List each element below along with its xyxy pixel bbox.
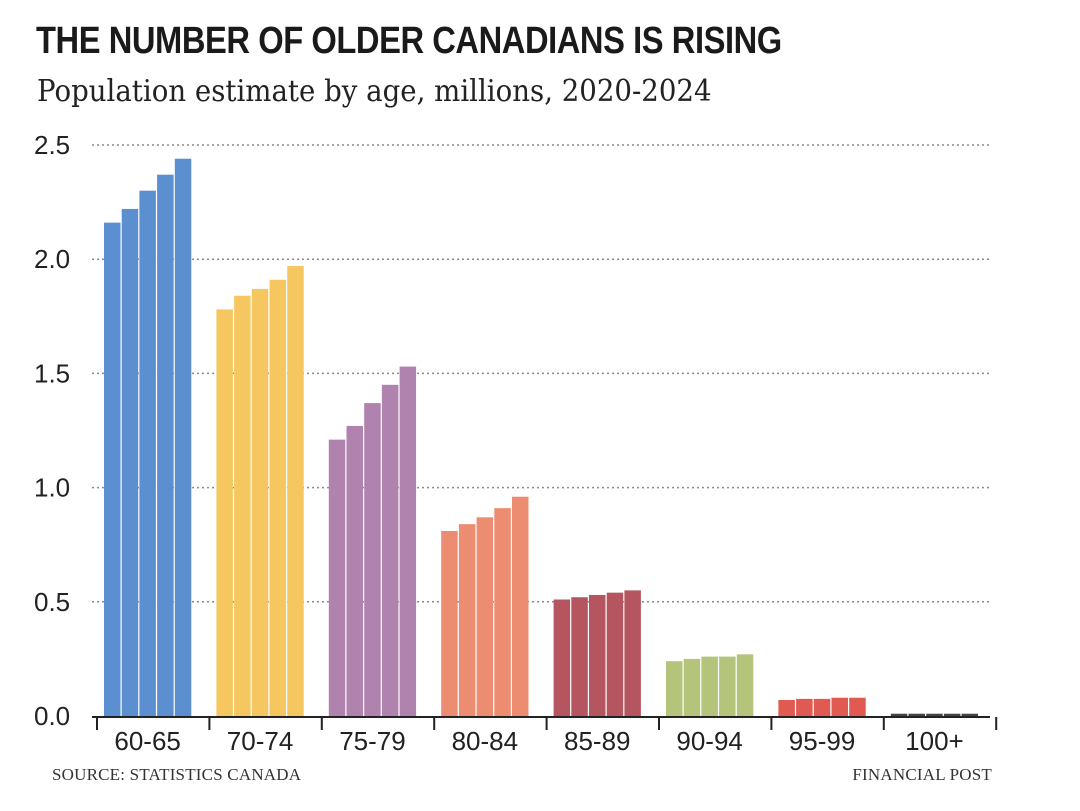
bar-group-90-94 bbox=[666, 654, 754, 716]
bar-80-84-2023 bbox=[494, 508, 511, 716]
bar-70-74-2021 bbox=[234, 295, 251, 716]
bar-100+-2021 bbox=[908, 713, 925, 716]
publisher-credit: FINANCIAL POST bbox=[852, 765, 992, 784]
bar-group-85-89 bbox=[553, 590, 641, 716]
source-note: SOURCE: STATISTICS CANADA bbox=[52, 765, 302, 784]
bar-group-60-65 bbox=[104, 158, 192, 717]
bar-95-99-2023 bbox=[831, 697, 848, 716]
bar-80-84-2021 bbox=[458, 524, 476, 716]
bar-group-70-74 bbox=[216, 266, 304, 716]
bar-85-89-2024 bbox=[624, 590, 641, 716]
x-tick-label: 100+ bbox=[905, 726, 964, 756]
bar-75-79-2021 bbox=[346, 425, 363, 716]
bar-60-65-2023 bbox=[157, 174, 174, 716]
bar-group-75-79 bbox=[328, 366, 417, 716]
x-axis: 60-65 70-74 75-79 80-84 85-89 90-94 95-99 100+ bbox=[92, 716, 998, 756]
bar-85-89-2023 bbox=[606, 592, 624, 716]
chart-title: THE NUMBER OF OLDER CANADIANS IS RISING bbox=[36, 20, 782, 62]
bar-75-79-2024 bbox=[399, 366, 417, 716]
bars bbox=[104, 158, 979, 717]
bar-75-79-2022 bbox=[364, 403, 381, 716]
bar-100+-2022 bbox=[926, 713, 943, 716]
bar-100+-2024 bbox=[961, 713, 979, 716]
bar-60-65-2020 bbox=[104, 222, 121, 716]
x-tick-label: 95-99 bbox=[789, 726, 856, 756]
bar-90-94-2024 bbox=[736, 654, 754, 716]
bar-95-99-2022 bbox=[813, 698, 831, 716]
bar-85-89-2021 bbox=[571, 597, 588, 716]
y-tick-label: 1.0 bbox=[34, 473, 70, 503]
y-tick-label: 0.5 bbox=[34, 587, 70, 617]
y-tick-label: 1.5 bbox=[34, 358, 70, 388]
bar-85-89-2022 bbox=[589, 594, 606, 716]
y-tick-label: 2.0 bbox=[34, 244, 70, 274]
bar-90-94-2020 bbox=[666, 661, 683, 716]
y-tick-label: 0.0 bbox=[34, 701, 70, 731]
bar-85-89-2020 bbox=[553, 599, 571, 716]
bar-75-79-2023 bbox=[381, 384, 399, 716]
bar-90-94-2022 bbox=[701, 656, 718, 716]
bar-60-65-2021 bbox=[121, 208, 139, 716]
bar-60-65-2022 bbox=[139, 190, 156, 716]
x-tick-label: 60-65 bbox=[114, 726, 181, 756]
x-tick-label: 85-89 bbox=[564, 726, 631, 756]
bar-group-100+ bbox=[890, 713, 979, 716]
x-tick-label: 75-79 bbox=[339, 726, 406, 756]
bar-group-80-84 bbox=[441, 496, 529, 716]
bar-80-84-2022 bbox=[476, 517, 494, 716]
bar-60-65-2024 bbox=[174, 158, 192, 717]
bar-group-95-99 bbox=[778, 697, 866, 716]
chart-subtitle: Population estimate by age, millions, 20… bbox=[37, 74, 712, 109]
bar-90-94-2023 bbox=[719, 656, 736, 716]
bar-70-74-2022 bbox=[251, 288, 269, 716]
bar-70-74-2023 bbox=[269, 279, 286, 716]
x-tick-label: 70-74 bbox=[227, 726, 294, 756]
bar-70-74-2020 bbox=[216, 309, 233, 716]
bar-75-79-2020 bbox=[328, 439, 346, 716]
bar-80-84-2020 bbox=[441, 530, 458, 716]
x-tick-label: 90-94 bbox=[676, 726, 743, 756]
bar-95-99-2024 bbox=[849, 697, 866, 716]
bar-100+-2020 bbox=[890, 713, 908, 716]
x-tick-label: 80-84 bbox=[452, 726, 519, 756]
bar-95-99-2020 bbox=[778, 700, 795, 716]
y-tick-label: 2.5 bbox=[34, 130, 70, 160]
bar-95-99-2021 bbox=[796, 698, 813, 716]
bar-70-74-2024 bbox=[287, 266, 304, 716]
bar-80-84-2024 bbox=[512, 496, 529, 716]
bar-90-94-2021 bbox=[683, 658, 701, 716]
y-axis-ticks: 0.0 0.5 1.0 1.5 2.0 2.5 bbox=[34, 130, 70, 731]
bar-100+-2023 bbox=[943, 713, 961, 716]
